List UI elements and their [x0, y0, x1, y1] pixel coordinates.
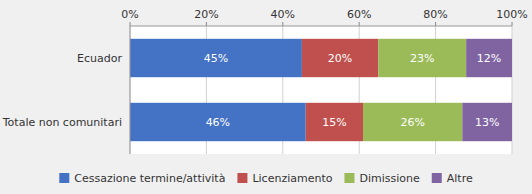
- y-tick-label: Totale non comunitari: [2, 116, 122, 129]
- data-label: 26%: [400, 116, 424, 129]
- data-label: 20%: [328, 52, 352, 65]
- x-tick-label: 0%: [121, 8, 138, 21]
- bars: [130, 39, 512, 141]
- legend-swatch: [237, 173, 247, 183]
- bar-segment: [302, 39, 378, 77]
- data-labels: 45% 20% 23% 12% 46% 15% 26% 13%: [204, 52, 502, 129]
- grid-line: [130, 26, 131, 154]
- bar-segment: [378, 39, 466, 77]
- data-label: 46%: [206, 116, 230, 129]
- x-tick: [359, 22, 360, 26]
- legend-label: Dimissione: [359, 172, 420, 185]
- legend-swatch: [59, 173, 69, 183]
- x-tick: [435, 22, 436, 26]
- y-axis-line: [130, 26, 131, 154]
- legend-item: Dimissione: [344, 172, 420, 185]
- x-tick-label: 20%: [194, 8, 218, 21]
- x-tick: [130, 22, 131, 26]
- legend-item: Cessazione termine/attività: [59, 172, 225, 185]
- legend-item: Licenziamento: [237, 172, 332, 185]
- x-tick-label: 60%: [347, 8, 371, 21]
- x-tick: [282, 22, 283, 26]
- data-label: 15%: [322, 116, 346, 129]
- legend-label: Cessazione termine/attività: [74, 172, 225, 185]
- bar-segment: [363, 103, 462, 141]
- x-tick: [206, 22, 207, 26]
- legend-item: Altre: [432, 172, 473, 185]
- background: [0, 0, 532, 194]
- legend: Cessazione termine/attività Licenziamento…: [59, 172, 473, 185]
- chart-container: 0% 20% 40% 60% 80% 100% 45% 20% 23% 12% 46% 15% 26% 1…: [0, 0, 532, 194]
- legend-label: Licenziamento: [252, 172, 332, 185]
- data-label: 13%: [475, 116, 499, 129]
- legend-swatch: [344, 173, 354, 183]
- y-tick-label: Ecuador: [77, 52, 122, 65]
- bar-segment: [130, 103, 306, 141]
- data-label: 12%: [477, 52, 501, 65]
- bar-segment: [306, 103, 363, 141]
- grid: [130, 26, 512, 154]
- x-axis-line: [130, 26, 512, 27]
- bar-segment: [130, 39, 302, 77]
- chart-svg: 0% 20% 40% 60% 80% 100% 45% 20% 23% 12% 46% 15% 26% 1…: [0, 0, 532, 194]
- x-tick-label: 40%: [271, 8, 295, 21]
- bar-segment: [462, 103, 512, 141]
- legend-label: Altre: [447, 172, 473, 185]
- x-tick-label: 100%: [496, 8, 527, 21]
- bar-segment: [466, 39, 512, 77]
- data-label: 45%: [204, 52, 228, 65]
- x-tick: [512, 22, 513, 26]
- data-label: 23%: [410, 52, 434, 65]
- plot-background: [130, 26, 512, 154]
- x-tick-label: 80%: [423, 8, 447, 21]
- legend-swatch: [432, 173, 442, 183]
